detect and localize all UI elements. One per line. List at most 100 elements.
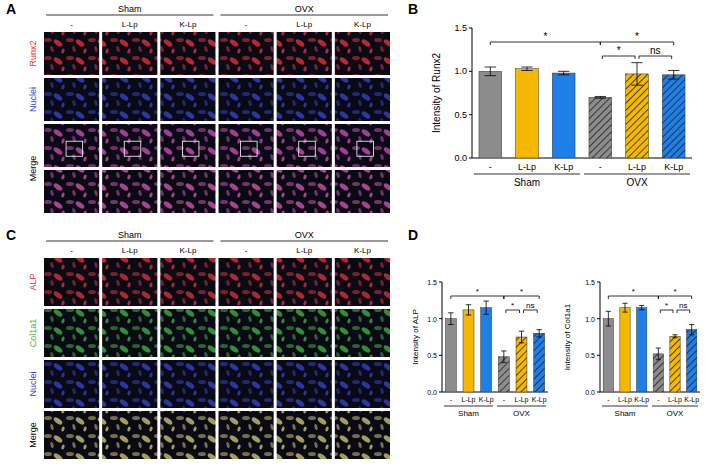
error-bar [501,351,506,363]
micrograph [102,78,157,121]
x-tick-label: L-Lp [514,396,528,404]
y-tick-label: 1.0 [427,316,437,323]
x-tick-label: K-Lp [479,396,494,404]
significance-bracket [677,310,690,313]
bar [620,308,630,392]
x-axis [442,392,548,393]
bar [463,310,474,392]
zoom-box [182,141,199,156]
bars [479,63,685,158]
micrograph [44,411,99,459]
error-bar [656,348,661,360]
y-tick-label: 0.5 [585,352,595,359]
micrograph [44,258,99,306]
error-bar [631,63,642,86]
bar-chart: B0.00.51.01.5Intensity of Runx2-L-LpK-Lp… [408,1,692,188]
y-tick [469,71,472,72]
column-label: L-Lp [296,246,313,255]
y-tick-label: 0.0 [427,389,437,396]
bar-hatch [687,330,697,392]
error-bar [483,301,488,314]
significance-bracket [600,42,673,45]
error-bar [521,67,532,70]
group-label: OVX [513,409,531,418]
y-tick-label: 1.0 [585,316,595,323]
zoom-box [241,141,258,156]
panel-letter: B [408,1,418,17]
significance-bracket [490,42,600,45]
row-label: ALP [28,273,38,290]
bar [687,330,697,392]
group-label: Sham [615,409,636,418]
x-tick-label: K-Lp [554,162,573,172]
x-tick-label: L-Lp [668,396,682,404]
micrograph [102,360,157,408]
x-tick-label: - [657,396,660,403]
micrograph [160,78,215,121]
micrograph [335,360,390,408]
y-tick-label: 0.5 [454,110,467,120]
micrograph [44,360,99,408]
group-label: OVX [295,4,314,14]
column-label: - [70,20,73,29]
error-bar [672,335,677,338]
error-bar [519,331,524,343]
x-tick-label: - [450,396,453,403]
bar-hatch [589,97,612,158]
micrograph [219,170,274,213]
bar [534,333,545,392]
bar [637,308,647,392]
y-tick [597,282,600,283]
y-tick-label: 1.5 [454,23,467,33]
significance-label: * [476,287,479,296]
micrograph [335,309,390,357]
error-bar [606,311,611,326]
bar-chart: D0.00.51.01.5Intensity of ALP-L-LpK-Lp-L… [408,227,548,418]
micrograph [219,411,274,459]
micrograph [102,309,157,357]
zoom-box [299,141,316,156]
micrograph [277,124,332,167]
micrograph [277,258,332,306]
micrograph [160,411,215,459]
significance-label: * [632,287,635,296]
micrograph [335,258,390,306]
significance-label: * [617,45,621,56]
bar [662,75,685,158]
y-axis [442,282,443,392]
x-tick-label: K-Lp [684,396,699,404]
error-bar [622,303,627,312]
row-label: Merge [28,156,38,182]
error-bar [595,96,606,98]
significance-label: * [665,301,668,310]
x-axis [600,392,700,393]
micrograph [160,124,215,167]
micrograph [44,78,99,121]
group-line [444,406,493,407]
group-line [221,241,389,242]
zoom-box [66,141,83,156]
group-label: OVX [295,230,314,240]
significance-label: * [543,31,547,42]
bar [479,71,502,158]
x-tick-label: - [599,162,602,172]
panel-letter: A [6,1,16,17]
group-line [602,406,648,407]
micrograph [335,411,390,459]
x-tick-label: - [607,396,610,403]
x-tick-label: L-Lp [461,396,475,404]
bar [516,69,539,158]
y-tick [439,282,442,283]
error-bar [558,71,569,74]
row-label: Merge [28,422,38,448]
significance-label: ns [526,301,534,310]
column-label: K-Lp [354,246,371,255]
x-tick-label: K-Lp [532,396,547,404]
zoom-box [124,141,141,156]
micrograph [335,170,390,213]
micrograph [102,124,157,167]
group-label: Sham [458,409,479,418]
column-label: - [245,246,248,255]
y-tick [597,318,600,319]
y-axis [600,282,601,392]
